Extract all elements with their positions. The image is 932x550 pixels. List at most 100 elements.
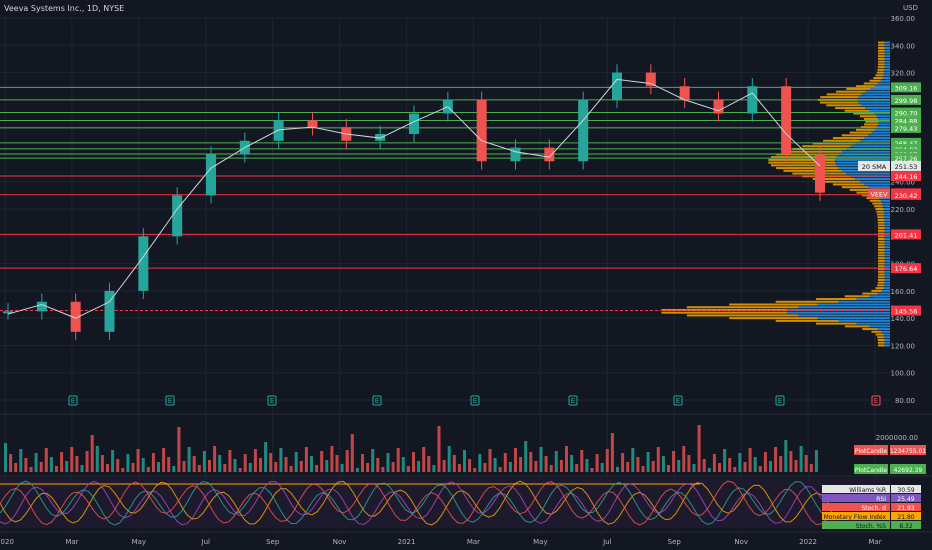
volume-profile-bar-down — [884, 268, 890, 271]
volume-bar — [401, 457, 405, 472]
volume-profile-bar-down — [865, 90, 890, 93]
oscillator-value: 30.59 — [897, 487, 914, 494]
volume-bar — [529, 452, 533, 472]
volume-profile-bar-down — [878, 120, 890, 123]
price-tag-label: 268.47 — [895, 140, 918, 148]
price-tag-label: 176.64 — [895, 265, 918, 273]
oscillator-name: Stoch. %S — [856, 523, 886, 530]
volume-bar — [233, 459, 237, 472]
volume-profile-bar-up — [876, 71, 885, 74]
volume-profile-bar-down — [884, 213, 890, 216]
volume-profile-bar-up — [869, 199, 881, 202]
price-tag-label: 299.98 — [895, 97, 918, 105]
oscillator-line — [0, 480, 833, 526]
volume-bar — [549, 465, 553, 472]
oscillator-line — [0, 480, 833, 526]
volume-bar — [187, 447, 191, 472]
volume-bar — [753, 457, 757, 472]
volume-profile-bar-down — [883, 287, 890, 290]
volume-profile-bar-down — [884, 49, 890, 52]
volume-bar — [80, 465, 84, 472]
x-tick-label: Mar — [868, 538, 881, 546]
volume-profile-bar-up — [877, 276, 885, 279]
volume-bar — [651, 461, 655, 472]
volume-profile-bar-up — [802, 145, 851, 148]
volume-bar — [595, 454, 599, 472]
volume-bar — [146, 467, 150, 472]
volume-bar — [616, 467, 619, 472]
volume-bar — [100, 455, 104, 472]
volume-profile-bar-up — [835, 107, 866, 110]
volume-bar — [738, 453, 742, 472]
volume-profile-bar-up — [877, 221, 885, 224]
volume-profile-bar-down — [884, 41, 890, 44]
volume-plot-value-tag — [890, 464, 926, 474]
volume-profile-bar-up — [877, 232, 885, 235]
volume-profile-bar-up — [877, 270, 885, 273]
candle-body — [815, 154, 825, 193]
volume-profile-bar-up — [836, 90, 866, 93]
volume-bar — [4, 443, 7, 472]
volume-bar — [65, 461, 69, 472]
earnings-marker-label: E — [71, 397, 75, 405]
volume-bar — [34, 453, 38, 472]
volume-profile-bar-down — [865, 107, 890, 110]
x-tick-label: Jul — [201, 538, 211, 546]
volume-profile-bar-down — [884, 281, 890, 284]
volume-profile-bar-down — [881, 330, 890, 333]
earnings-marker — [165, 395, 175, 406]
volume-profile-bar-up — [877, 57, 885, 60]
volume-profile-bar-up — [877, 227, 885, 230]
volume-bar — [498, 467, 502, 472]
volume-bar — [371, 449, 375, 472]
volume-bar — [799, 446, 803, 472]
volume-profile-bar-up — [877, 336, 885, 339]
volume-profile-bar-up — [729, 303, 818, 306]
volume-bar — [814, 450, 818, 472]
earnings-marker-label: E — [168, 397, 172, 405]
volume-bar — [85, 451, 89, 472]
x-tick-label: Nov — [333, 538, 347, 546]
volume-bar — [157, 462, 160, 472]
volume-bar — [565, 446, 568, 472]
volume-bar — [243, 454, 247, 472]
price-tag — [891, 229, 921, 240]
volume-profile-bar-up — [877, 235, 885, 238]
volume-profile-bar-up — [875, 333, 884, 336]
price-tag-label: 290.70 — [895, 110, 918, 118]
volume-bar — [70, 447, 74, 472]
volume-profile-bar-up — [849, 188, 872, 191]
volume-profile-bar-down — [864, 183, 890, 186]
candle-body — [104, 290, 115, 332]
volume-bar — [9, 454, 13, 472]
volume-profile-bar-up — [877, 216, 885, 219]
volume-bar — [559, 460, 563, 472]
volume-profile-bar-down — [864, 137, 890, 140]
volume-profile-bar-down — [884, 251, 890, 254]
volume-profile-bar-down — [884, 66, 890, 69]
volume-profile-bar-down — [884, 63, 890, 66]
volume-bar — [677, 460, 681, 472]
volume-bar — [733, 467, 737, 472]
volume-bar — [804, 455, 808, 472]
volume-profile-bar-up — [776, 167, 839, 170]
price-tag — [891, 263, 921, 274]
volume-profile-bar-up — [863, 117, 879, 120]
volume-profile-bar-up — [686, 314, 799, 317]
volume-profile-bar-up — [877, 284, 885, 287]
volume-bar — [412, 452, 415, 472]
price-tag — [891, 143, 921, 154]
volume-profile-bar-down — [874, 85, 890, 88]
volume-bar — [661, 456, 665, 472]
earnings-marker-label: E — [270, 397, 274, 405]
volume-profile-bar-down — [884, 284, 890, 287]
volume-profile-bar-down — [880, 79, 890, 82]
volume-profile-bar-down — [850, 145, 890, 148]
chart-title: Veeva Systems Inc., 1D, NYSE — [4, 4, 125, 13]
volume-bar — [427, 456, 431, 472]
volume-profile-bar-down — [884, 44, 890, 47]
volume-profile-bar-up — [823, 139, 860, 142]
volume-plot-value: 1234755.01 — [890, 448, 926, 455]
volume-bar — [60, 452, 64, 472]
